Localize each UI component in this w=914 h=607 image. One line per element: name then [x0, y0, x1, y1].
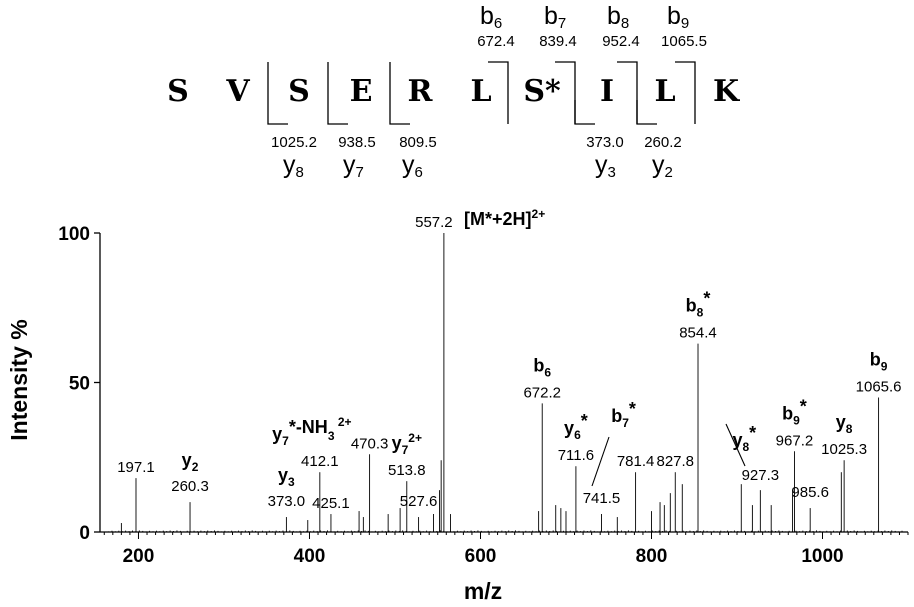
b9-bracket — [675, 61, 696, 124]
b6-mz: 672.4 — [477, 33, 515, 50]
peak-mz-label: 373.0 — [268, 493, 306, 510]
x-axis-label: m/z — [464, 578, 502, 604]
b6-bracket — [488, 61, 509, 124]
b7-star-leader-line — [591, 436, 610, 487]
y2-bracket — [636, 100, 657, 125]
b9-mz: 1065.5 — [661, 33, 707, 50]
y-tick-label: 0 — [79, 523, 90, 544]
b8-bracket — [617, 61, 638, 124]
precursor-ion-label: [M*+2H]2+ — [464, 207, 545, 229]
peak-ion-annotation: y6* — [564, 411, 588, 442]
b7-ion-label: b7 — [544, 2, 566, 32]
residue-7: S* — [523, 74, 561, 109]
peak-ion-labels: y2 y3 y7*-NH3 2+ y72+ b6 y6* b7* b8* y8* b9* y8 b9 — [182, 289, 888, 489]
y-tick-label: 50 — [69, 374, 90, 395]
y6-ion-label: y6 — [402, 151, 423, 181]
b7-mz: 839.4 — [539, 33, 577, 50]
y7-mz: 938.5 — [338, 134, 376, 151]
y2-ion-label: y2 — [652, 151, 673, 181]
x-tick-label: 200 — [123, 546, 155, 567]
y6-mz: 809.5 — [399, 134, 437, 151]
residue-row: S V S E R L S* I L K — [167, 74, 740, 109]
residue-5: R — [408, 74, 434, 109]
peak-ion-annotation: y72+ — [392, 431, 422, 457]
peak-ion-annotation: y3 — [278, 465, 295, 489]
y-tick-label: 100 — [58, 224, 90, 245]
peak-ion-annotation: y8* — [732, 423, 756, 454]
y3-ion-label: y3 — [595, 151, 616, 181]
x-tick-label: 400 — [294, 546, 326, 567]
y7-ion-label: y7 — [343, 151, 364, 181]
b6-ion-label: b6 — [480, 2, 502, 32]
y8-star-leader-line — [725, 423, 746, 467]
peak-labels: 197.1 260.3 373.0 412.1 425.1 470.3 513.8 527.6… — [117, 214, 901, 512]
peak-mz-label: 781.4 — [617, 453, 655, 470]
y-ion-labels: 1025.2 y8 938.5 y7 809.5 y6 373.0 y3 260… — [271, 134, 682, 181]
peak-mz-label: 967.2 — [776, 432, 814, 449]
peak-ion-annotation: b8* — [686, 289, 711, 320]
x-tick-label: 600 — [465, 546, 497, 567]
peak-mz-label: 197.1 — [117, 459, 155, 476]
residue-1: S — [167, 74, 189, 109]
peak-mz-label: 412.1 — [301, 453, 339, 470]
b8-ion-label: b8 — [607, 2, 629, 32]
spectrum-axes — [99, 233, 908, 533]
residue-3: S — [288, 74, 310, 109]
peak-mz-label: 425.1 — [312, 495, 350, 512]
y8-mz: 1025.2 — [271, 134, 317, 151]
x-tick-label: 1000 — [801, 546, 843, 567]
peptide-sequence-map: S V S E R L S* I L K b6 672.4 b7 839.4 b… — [167, 2, 740, 181]
y3-mz: 373.0 — [586, 134, 624, 151]
y7-bracket — [327, 62, 348, 125]
residue-8: I — [600, 74, 614, 109]
peak-ion-annotation: b7* — [611, 399, 636, 430]
peak-mz-label: 260.3 — [171, 478, 209, 495]
residue-9: L — [654, 74, 675, 109]
peak-mz-label: 513.8 — [388, 462, 426, 479]
peak-ion-annotation: y8 — [836, 412, 853, 436]
residue-2: V — [225, 74, 250, 109]
residue-10: K — [713, 74, 740, 109]
peak-mz-label: 470.3 — [351, 435, 389, 452]
peak-mz-label: 527.6 — [400, 493, 438, 510]
b8-mz: 952.4 — [602, 33, 640, 50]
peak-ion-annotation: y7*-NH3 2+ — [272, 415, 351, 448]
peak-mz-label: 557.2 — [415, 214, 453, 231]
peak-mz-label: 741.5 — [583, 490, 621, 507]
y3-bracket — [574, 100, 595, 125]
b-ion-labels: b6 672.4 b7 839.4 b8 952.4 b9 1065.5 — [477, 2, 707, 50]
peak-mz-label: 711.6 — [558, 447, 594, 464]
peak-ion-annotation: b6 — [533, 355, 551, 379]
y-axis-label: Intensity % — [6, 319, 32, 440]
y2-mz: 260.2 — [644, 134, 682, 151]
peak-ion-annotation: b9 — [870, 349, 888, 373]
peak-mz-label: 1025.3 — [821, 441, 867, 458]
peak-mz-label: 927.3 — [742, 467, 780, 484]
peak-mz-label: 854.4 — [679, 325, 717, 342]
peak-mz-label: 1065.6 — [856, 378, 902, 395]
y8-bracket — [267, 62, 288, 125]
residue-6: L — [470, 74, 491, 109]
peak-ion-annotation: y2 — [182, 450, 199, 474]
x-tick-label: 800 — [636, 546, 668, 567]
peak-ion-annotation: b9* — [782, 396, 807, 427]
peak-mz-label: 827.8 — [656, 453, 694, 470]
peak-mz-label: 672.2 — [523, 384, 561, 401]
annotation-leaders — [591, 423, 746, 487]
b9-ion-label: b9 — [667, 2, 689, 32]
spectrum-peaks — [108, 233, 903, 532]
y8-ion-label: y8 — [283, 151, 304, 181]
residue-4: E — [350, 74, 373, 109]
y6-bracket — [389, 62, 410, 125]
x-axis-ticks: 200 400 600 800 1000 — [103, 532, 909, 567]
y-ion-brackets — [267, 62, 657, 125]
peak-mz-label: 985.6 — [791, 484, 829, 501]
y-axis-ticks: 0 50 100 — [58, 224, 100, 544]
